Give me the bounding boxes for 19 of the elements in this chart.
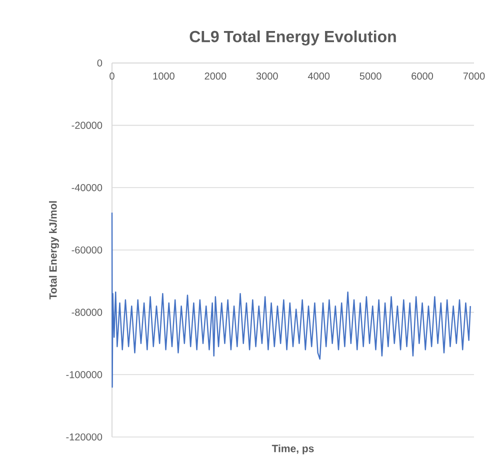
y-tick-label: -120000 [66, 433, 102, 441]
x-tick-label: 0 [110, 72, 114, 80]
x-tick-label: 4000 [308, 72, 330, 80]
line-series [111, 212, 471, 388]
x-tick-label: 5000 [360, 72, 382, 80]
x-tick-label: 7000 [463, 72, 485, 80]
x-tick-label: 6000 [412, 72, 434, 80]
y-tick-label: -60000 [72, 246, 102, 254]
chart-title: CL9 Total Energy Evolution [190, 30, 396, 46]
y-tick-label: -40000 [72, 184, 102, 192]
y-tick-label: 0 [97, 59, 102, 67]
x-tick-label: 1000 [153, 72, 174, 80]
x-tick-label: 2000 [204, 72, 226, 80]
y-axis-title: Total Energy kJ/mol [49, 201, 59, 300]
x-axis-title: Time, ps [272, 444, 314, 454]
y-tick-label: -100000 [66, 371, 102, 378]
y-tick-label: -80000 [72, 308, 102, 316]
x-tick-label: 3000 [256, 72, 278, 80]
y-tick-label: -20000 [72, 122, 102, 129]
